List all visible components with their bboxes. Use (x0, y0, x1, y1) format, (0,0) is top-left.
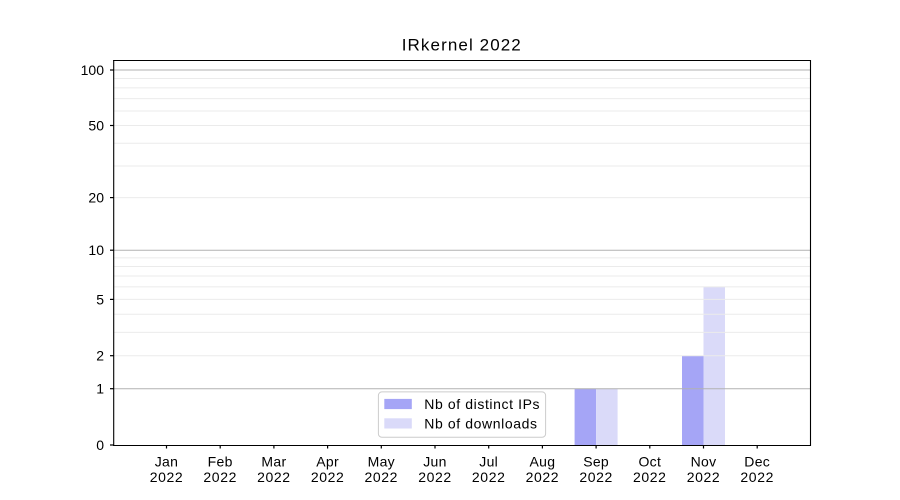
svg-text:2022: 2022 (203, 469, 237, 485)
svg-text:Jan: Jan (155, 454, 178, 470)
svg-text:1: 1 (96, 381, 104, 397)
svg-text:2: 2 (96, 348, 104, 364)
svg-text:Mar: Mar (261, 454, 286, 470)
svg-text:Aug: Aug (529, 454, 555, 470)
svg-text:5: 5 (96, 291, 104, 307)
svg-text:2022: 2022 (633, 469, 667, 485)
svg-text:10: 10 (88, 242, 104, 258)
svg-text:2022: 2022 (740, 469, 774, 485)
svg-text:Nb of downloads: Nb of downloads (424, 415, 537, 431)
svg-text:0: 0 (96, 437, 104, 453)
svg-text:2022: 2022 (365, 469, 399, 485)
svg-text:50: 50 (88, 118, 104, 134)
svg-text:20: 20 (88, 190, 104, 206)
svg-text:Oct: Oct (638, 454, 661, 470)
svg-text:Nb of distinct IPs: Nb of distinct IPs (424, 396, 540, 412)
svg-text:Apr: Apr (316, 454, 339, 470)
svg-text:2022: 2022 (687, 469, 721, 485)
svg-text:Sep: Sep (583, 454, 609, 470)
svg-text:Feb: Feb (208, 454, 233, 470)
svg-text:2022: 2022 (418, 469, 452, 485)
svg-text:2022: 2022 (150, 469, 184, 485)
svg-text:Jul: Jul (479, 454, 498, 470)
svg-text:Nov: Nov (691, 454, 717, 470)
svg-text:Jun: Jun (423, 454, 446, 470)
svg-text:2022: 2022 (311, 469, 345, 485)
svg-text:2022: 2022 (579, 469, 613, 485)
svg-text:2022: 2022 (257, 469, 291, 485)
svg-text:Dec: Dec (744, 454, 770, 470)
svg-text:2022: 2022 (472, 469, 506, 485)
svg-text:May: May (368, 454, 395, 470)
svg-text:IRkernel 2022: IRkernel 2022 (402, 36, 522, 55)
svg-text:2022: 2022 (526, 469, 560, 485)
svg-text:100: 100 (81, 62, 105, 78)
